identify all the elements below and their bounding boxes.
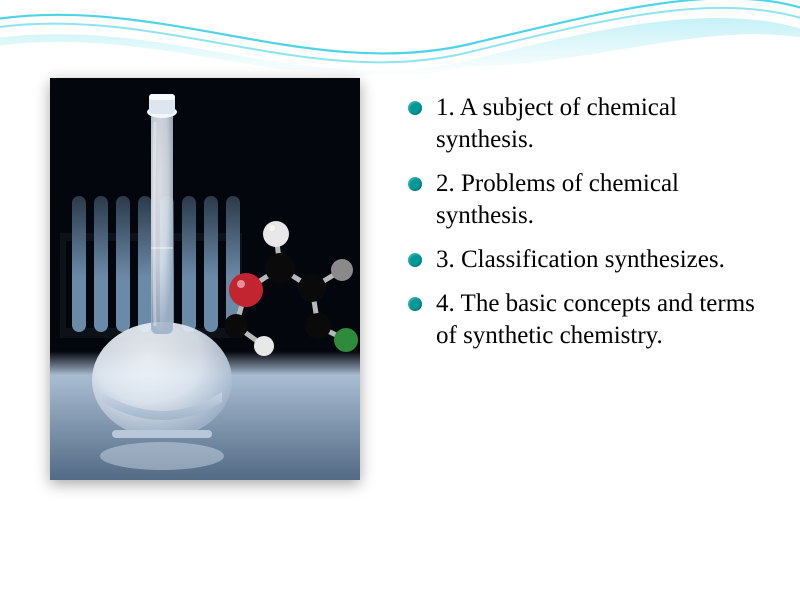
list-item: 2. Problems of chemical synthesis. [408,168,760,232]
list-item: 3. Classification synthesizes. [408,244,760,276]
list-item: 4. The basic concepts and terms of synth… [408,288,760,352]
list-item-text: 1. A subject of chemical synthesis. [436,92,760,156]
bullet-icon [408,253,422,267]
list-item-text: 2. Problems of chemical synthesis. [436,168,760,232]
topic-list: 1. A subject of chemical synthesis. 2. P… [408,92,760,364]
list-item: 1. A subject of chemical synthesis. [408,92,760,156]
list-item-text: 3. Classification synthesizes. [436,244,725,276]
list-item-text: 4. The basic concepts and terms of synth… [436,288,760,352]
bullet-icon [408,177,422,191]
chemistry-photo [50,78,360,480]
slide: 1. A subject of chemical synthesis. 2. P… [0,0,800,600]
bullet-icon [408,101,422,115]
bullet-icon [408,297,422,311]
